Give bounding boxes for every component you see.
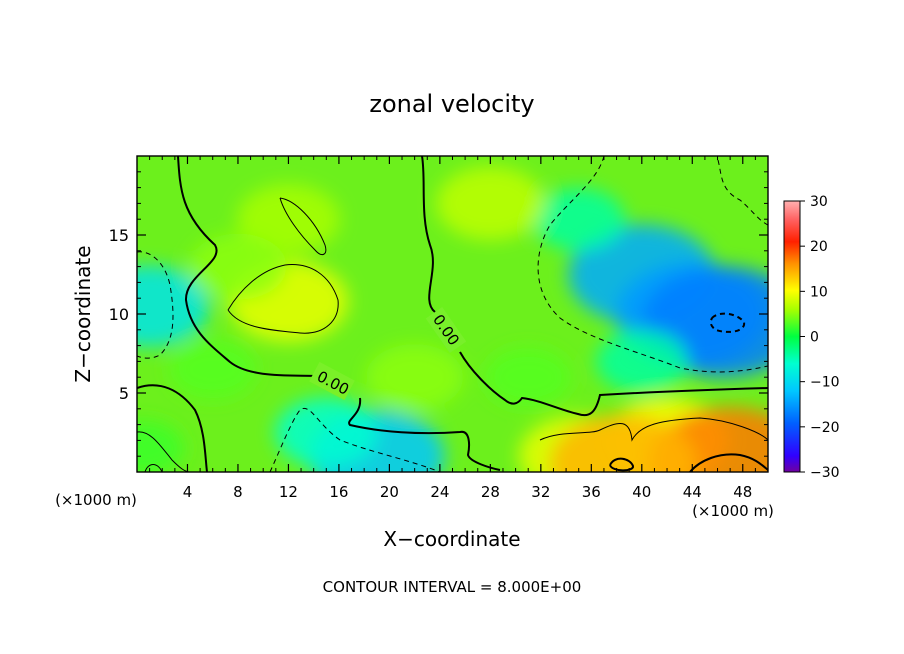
field-feature-4 [137,265,210,347]
colorbar-tick-label: −30 [810,465,840,481]
x-tick-label: 24 [430,483,449,501]
neg-contour-left [137,251,174,359]
x-tick-label: 44 [683,483,702,501]
colorbar: 30 20 10 0 −10 −20 −30 [783,194,840,481]
field-feature-3 [274,397,378,468]
contour-interval-text: CONTOUR INTERVAL = 8.000E+00 [323,578,582,596]
x-tick-label: 48 [733,483,752,501]
contour-8-bottom-left [137,431,191,472]
field-feature-5 [137,420,184,472]
zero-contour-center [421,156,436,313]
x-tick-label: 36 [582,483,601,501]
field-feature-9 [532,187,625,251]
contour-8-bottom-corner [144,464,163,472]
contour-8-bright [227,264,339,334]
x-tick-label: 40 [632,483,651,501]
y-axis-label: Z−coordinate [71,245,95,382]
field-feature-18 [169,339,256,399]
neg-contour-small [709,312,746,333]
x-unit-label-left: (×1000 m) [55,491,137,509]
colorbar-tick-label: 20 [810,239,828,255]
zero-contour-center-lower [459,351,768,417]
colorbar-tick-label: 10 [810,284,828,300]
contour-8-upper [279,197,327,256]
colorbar-ticks: 30 20 10 0 −10 −20 −30 [800,194,840,481]
chart-title: zonal velocity [369,90,534,118]
zero-contour-left [177,156,319,377]
x-tick-label: 4 [183,483,193,501]
x-tick-label: 20 [380,483,399,501]
contour-label-bg-1 [309,361,355,401]
y-tick-label: 5 [119,384,129,403]
colorbar-tick-label: 30 [810,194,828,210]
contour-lines [137,156,768,472]
y-axis-ticks: 5 10 15 [109,171,768,457]
contour-label-bg-2 [425,307,467,353]
x-unit-label-right: (×1000 m) [692,502,774,520]
zero-contour-right-bottom [689,453,768,472]
y-tick-label: 15 [109,226,129,245]
colorbar-tick-label: 0 [810,330,819,346]
x-axis-label: X−coordinate [383,527,520,551]
neg-contour-lower [269,407,441,472]
x-tick-label: 28 [481,483,500,501]
zero-contour-lower [348,397,501,471]
x-tick-label: 32 [531,483,550,501]
x-tick-label: 8 [233,483,243,501]
colorbar-fill [784,201,800,472]
colorbar-tick-label: −10 [810,375,840,391]
contour-8-lower-right [539,417,768,442]
y-tick-label: 10 [109,305,129,324]
field-feature-15 [365,344,464,411]
neg-contour-right [537,156,768,373]
zero-contour-small [609,457,634,472]
field-feature-10 [595,330,688,393]
field-feature-14 [549,414,697,472]
x-tick-label: 12 [279,483,298,501]
field-feature-1 [236,184,340,255]
zero-contour-bottom-left [137,384,208,472]
x-tick-label: 16 [329,483,348,501]
neg-contour-right-top [717,159,768,226]
x-axis-ticks: 4 8 12 16 20 24 28 32 36 40 44 48 [149,156,756,501]
field-feature-19 [189,233,287,300]
field-feature-17 [484,347,572,407]
colorbar-tick-label: −20 [810,420,840,436]
field-feature-16 [436,166,545,241]
